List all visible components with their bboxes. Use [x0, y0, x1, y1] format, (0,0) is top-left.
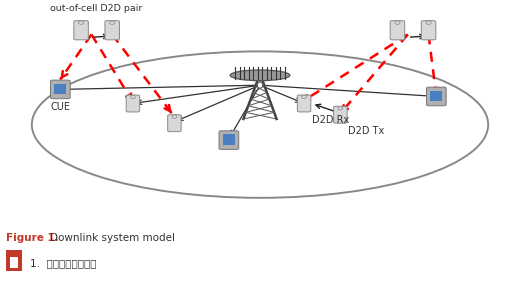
Ellipse shape: [110, 21, 115, 24]
Text: 1.  下行链路系统模型: 1. 下行链路系统模型: [30, 258, 97, 268]
FancyBboxPatch shape: [334, 106, 347, 123]
FancyBboxPatch shape: [390, 21, 405, 40]
Text: Downlink system model: Downlink system model: [50, 233, 175, 243]
FancyBboxPatch shape: [74, 21, 88, 40]
FancyBboxPatch shape: [6, 250, 22, 271]
Ellipse shape: [395, 21, 400, 24]
Ellipse shape: [426, 21, 431, 24]
FancyBboxPatch shape: [105, 21, 120, 40]
Text: Figure 1.: Figure 1.: [6, 233, 59, 243]
FancyBboxPatch shape: [126, 95, 140, 112]
FancyBboxPatch shape: [421, 21, 436, 40]
FancyBboxPatch shape: [297, 95, 311, 112]
FancyBboxPatch shape: [54, 84, 67, 94]
FancyBboxPatch shape: [430, 91, 443, 101]
Text: CUE: CUE: [50, 102, 70, 112]
Ellipse shape: [338, 107, 343, 110]
Ellipse shape: [172, 115, 177, 118]
FancyBboxPatch shape: [219, 131, 239, 149]
Text: D2D Tx: D2D Tx: [348, 126, 384, 136]
FancyBboxPatch shape: [426, 87, 446, 106]
Text: D2D Rx: D2D Rx: [312, 115, 349, 125]
FancyBboxPatch shape: [167, 115, 181, 132]
Ellipse shape: [230, 70, 290, 81]
FancyBboxPatch shape: [10, 257, 18, 268]
Text: out-of-cell D2D pair: out-of-cell D2D pair: [50, 4, 143, 13]
Ellipse shape: [131, 95, 135, 99]
FancyBboxPatch shape: [50, 80, 70, 99]
Ellipse shape: [302, 95, 306, 99]
Ellipse shape: [79, 21, 84, 24]
FancyBboxPatch shape: [223, 134, 235, 145]
